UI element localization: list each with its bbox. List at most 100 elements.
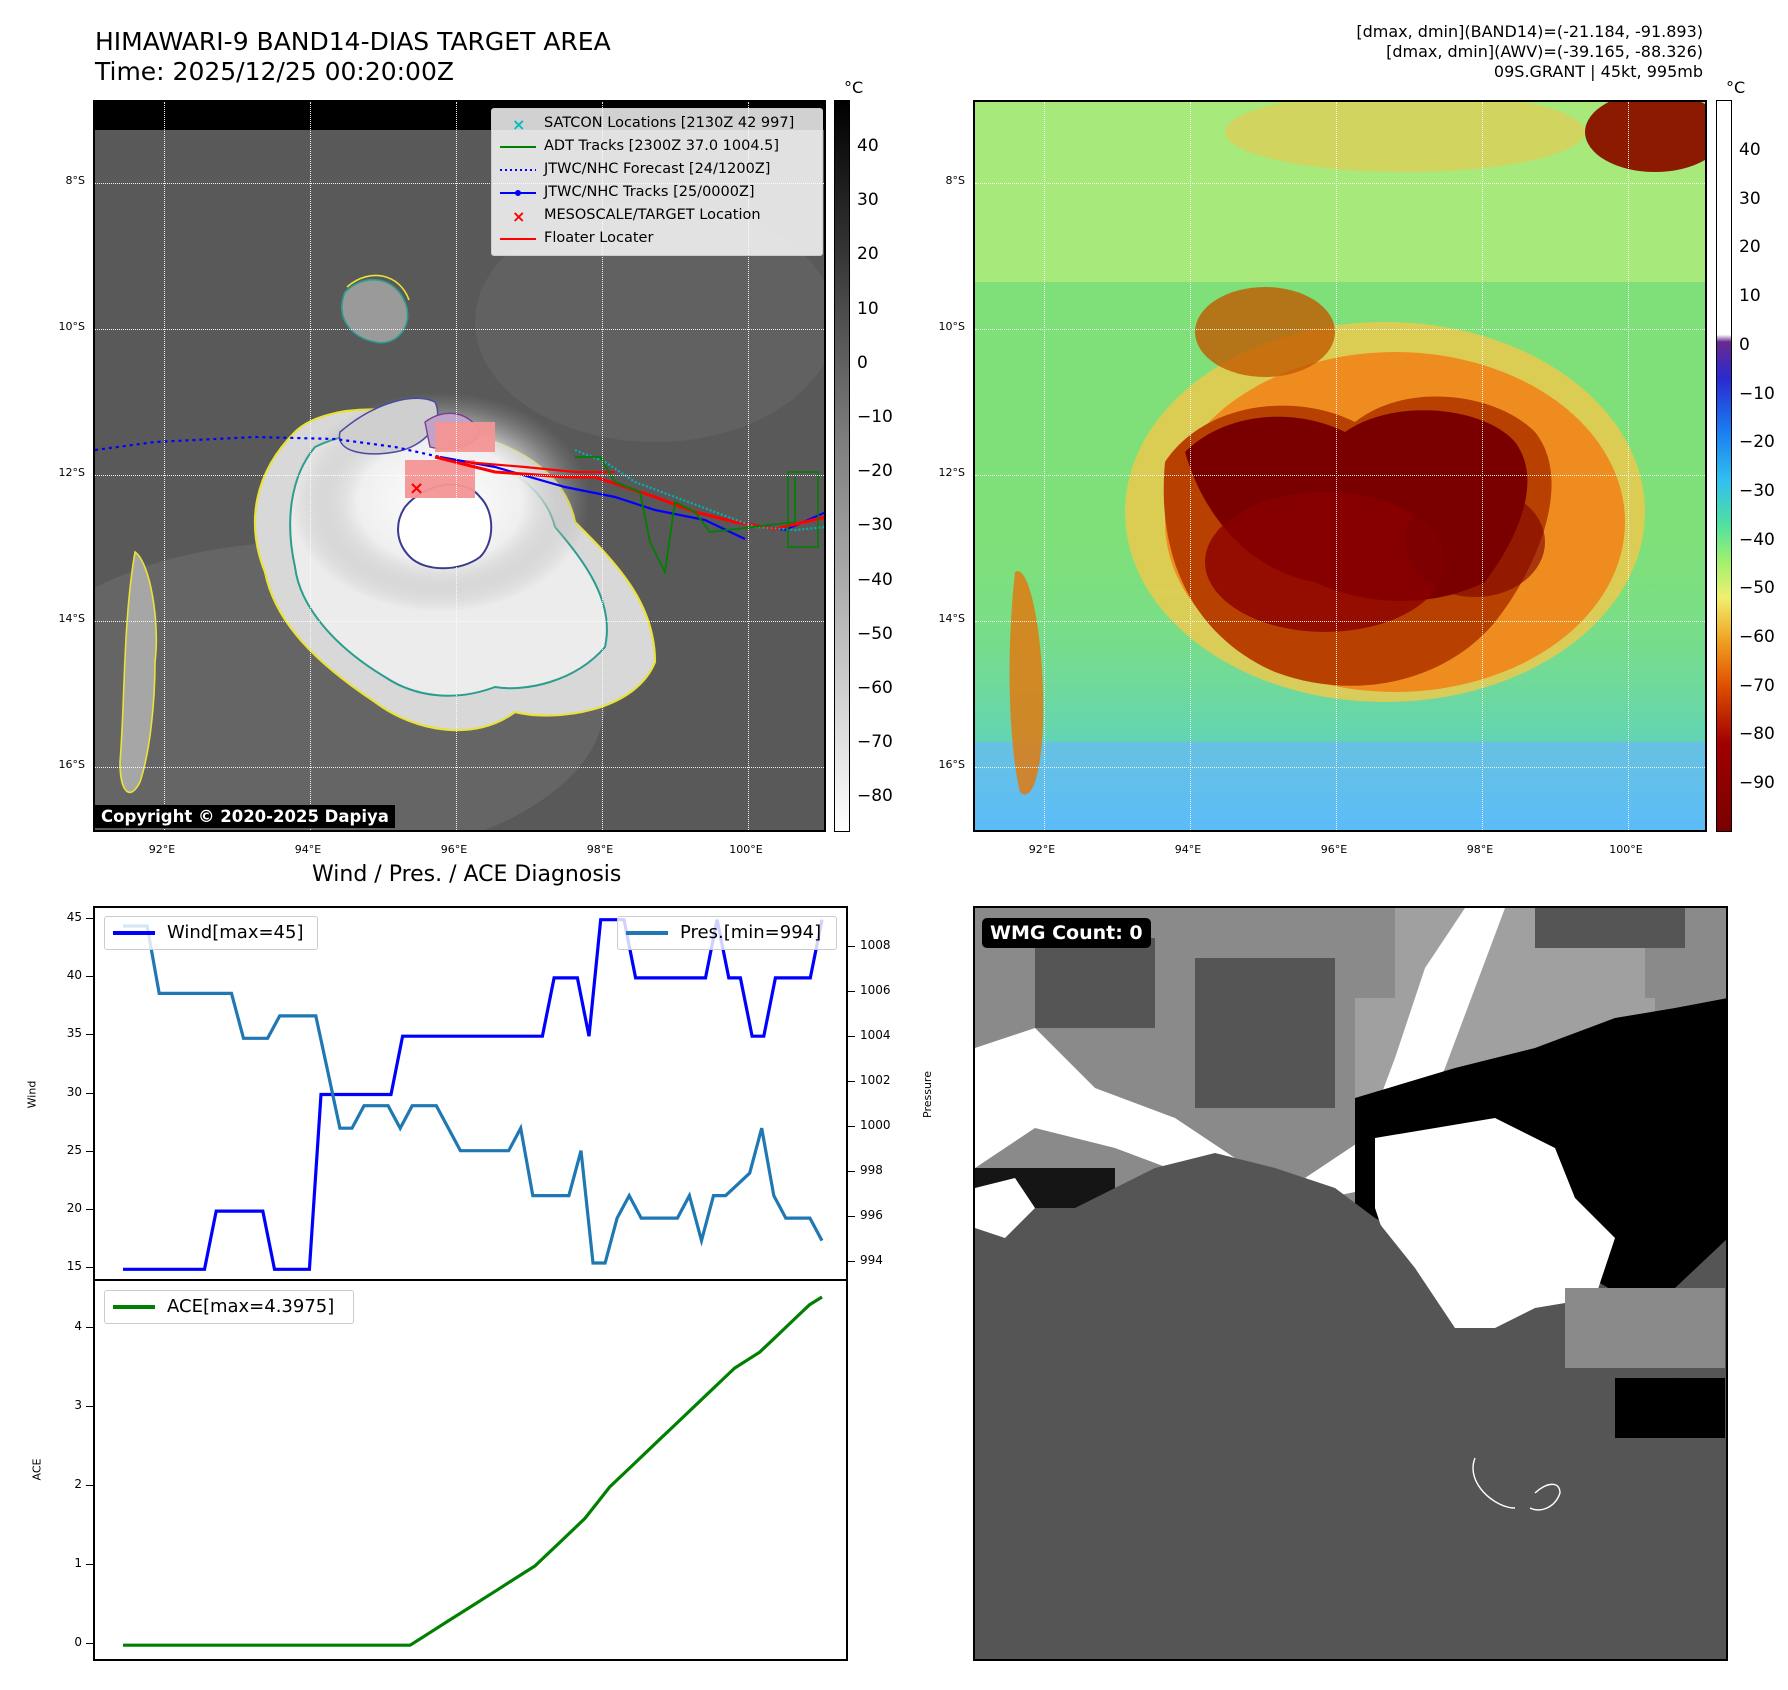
- grid-line-lon: [1044, 102, 1045, 830]
- grid-line-lon: [310, 102, 311, 830]
- pressure-tick-label: 1000: [860, 1118, 891, 1133]
- grid-line-lon: [602, 102, 603, 830]
- cc-colorbar-tick: −90: [1739, 773, 1775, 794]
- lon-label: 92°E: [1028, 843, 1056, 856]
- cc-colorbar-tick: −60: [1739, 627, 1775, 647]
- lat-label: 10°S: [58, 320, 85, 333]
- pressure-tick-label: 1006: [860, 983, 891, 998]
- lon-label: 92°E: [148, 843, 176, 856]
- cc-colorbar-unit: °C: [1726, 78, 1746, 97]
- ir-colorbar-tick: −40: [857, 569, 893, 590]
- pressure-tick-mark: [848, 991, 855, 993]
- pressure-tick-mark: [848, 946, 855, 948]
- wind-tick-mark: [86, 975, 93, 977]
- legend-item-label: Floater Locater: [544, 230, 654, 246]
- wmg-imagery: [975, 908, 1726, 1659]
- legend-item-label: ADT Tracks [2300Z 37.0 1004.5]: [544, 138, 780, 154]
- grid-line-lat: [975, 475, 1705, 476]
- legend-item: JTWC/NHC Tracks [25/0000Z]: [492, 182, 822, 204]
- grid-line-lon: [1482, 102, 1483, 830]
- color-enhanced-imagery: [975, 102, 1705, 830]
- ace-tick-mark: [86, 1405, 93, 1407]
- lon-label: 94°E: [294, 843, 322, 856]
- pressure-tick-mark: [848, 1216, 855, 1218]
- ir-colorbar-tick: 20: [857, 244, 879, 265]
- lon-label: 100°E: [1609, 843, 1643, 856]
- wind-tick-mark: [86, 1092, 93, 1094]
- legend-item-label: SATCON Locations [2130Z 42 997]: [544, 115, 795, 131]
- color-enhanced-map: [973, 100, 1707, 832]
- wind-tick-label: 20: [66, 1201, 82, 1216]
- ace-tick-label: 4: [74, 1318, 82, 1333]
- ir-colorbar: [834, 100, 850, 832]
- ir-imagery: ×: [95, 102, 824, 830]
- cc-colorbar-tick: 40: [1739, 140, 1761, 160]
- wind-tick-label: 30: [66, 1084, 82, 1099]
- ir-colorbar-unit: °C: [844, 78, 864, 97]
- wmg-count-badge: WMG Count: 0: [982, 918, 1151, 948]
- legend-item: × SATCON Locations [2130Z 42 997]: [492, 113, 822, 135]
- grid-line-lon: [748, 102, 749, 830]
- pressure-tick-mark: [848, 1171, 855, 1173]
- lat-label: 12°S: [58, 466, 85, 479]
- cc-colorbar-tick: −50: [1739, 578, 1775, 599]
- svg-text:×: ×: [512, 115, 525, 134]
- wind-tick-label: 15: [66, 1259, 82, 1274]
- info-storm: 09S.GRANT | 45kt, 995mb: [1493, 62, 1703, 81]
- legend-item: × MESOSCALE/TARGET Location: [492, 205, 822, 227]
- ace-tick-label: 3: [74, 1397, 82, 1412]
- wind-tick-label: 45: [66, 909, 82, 924]
- chart-title: HIMAWARI-9 BAND14-DIAS TARGET AREA: [95, 27, 611, 56]
- wind-tick-label: 35: [66, 1026, 82, 1041]
- wind-axis-label: Wind: [25, 1080, 39, 1109]
- ace-panel: [93, 1279, 848, 1661]
- pressure-axis-label: Pressure: [920, 1071, 934, 1118]
- ace-tick-label: 1: [74, 1556, 82, 1570]
- cc-colorbar-tick: −10: [1739, 383, 1775, 404]
- grid-line-lat: [975, 621, 1705, 622]
- grid-line-lat: [95, 767, 824, 768]
- wind-pressure-panel: [93, 906, 848, 1281]
- ace-tick-label: 2: [74, 1476, 82, 1491]
- legend-item-label: JTWC/NHC Forecast [24/1200Z]: [544, 161, 771, 177]
- ir-colorbar-tick: 40: [857, 136, 879, 156]
- lon-label: 96°E: [1320, 843, 1348, 856]
- pressure-tick-mark: [848, 1261, 855, 1263]
- wind-tick-mark: [86, 1267, 93, 1269]
- ace-plot: [123, 1295, 823, 1647]
- lat-label: 10°S: [938, 320, 965, 333]
- pressure-tick-mark: [848, 1036, 855, 1038]
- cc-colorbar-tick: 0: [1739, 334, 1750, 355]
- grid-line-lon: [164, 102, 165, 830]
- pressure-tick-mark: [848, 1126, 855, 1128]
- lat-label: 16°S: [938, 758, 965, 771]
- wind-tick-label: 40: [66, 967, 82, 982]
- grid-line-lon: [1336, 102, 1337, 830]
- ace-axis-label: ACE: [30, 1458, 44, 1481]
- lon-label: 96°E: [440, 843, 468, 856]
- cc-colorbar-tick: −30: [1739, 480, 1775, 501]
- wind-legend: Wind[max=45]: [104, 916, 318, 950]
- wind-legend-label: Wind[max=45]: [167, 922, 304, 943]
- copyright-label: Copyright © 2020-2025 Dapiya: [95, 805, 395, 828]
- lat-label: 12°S: [938, 466, 965, 479]
- ace-legend-label: ACE[max=4.3975]: [167, 1296, 335, 1317]
- ace-legend: ACE[max=4.3975]: [104, 1290, 354, 1324]
- ace-tick-mark: [86, 1643, 93, 1645]
- diagnosis-title: Wind / Pres. / ACE Diagnosis: [312, 862, 622, 887]
- info-awv-range: [dmax, dmin](AWV)=(-39.165, -88.326): [1386, 42, 1703, 61]
- ir-colorbar-tick: −70: [857, 732, 893, 753]
- pressure-tick-label: 996: [860, 1208, 883, 1223]
- grid-line-lat: [95, 475, 824, 476]
- ir-colorbar-tick: −80: [857, 786, 893, 807]
- ir-colorbar-tick: 10: [857, 298, 879, 319]
- wind-tick-mark: [86, 917, 93, 919]
- target-location-marker: ×: [409, 478, 424, 499]
- ace-tick-label: 0: [74, 1635, 82, 1650]
- ace-series-line: [123, 1295, 823, 1647]
- chart-time: Time: 2025/12/25 00:20:00Z: [95, 57, 454, 86]
- grid-line-lat: [95, 183, 824, 184]
- legend-item: Floater Locater: [492, 228, 822, 250]
- wind-pressure-plot: [123, 918, 824, 1271]
- wind-tick-label: 25: [66, 1142, 82, 1157]
